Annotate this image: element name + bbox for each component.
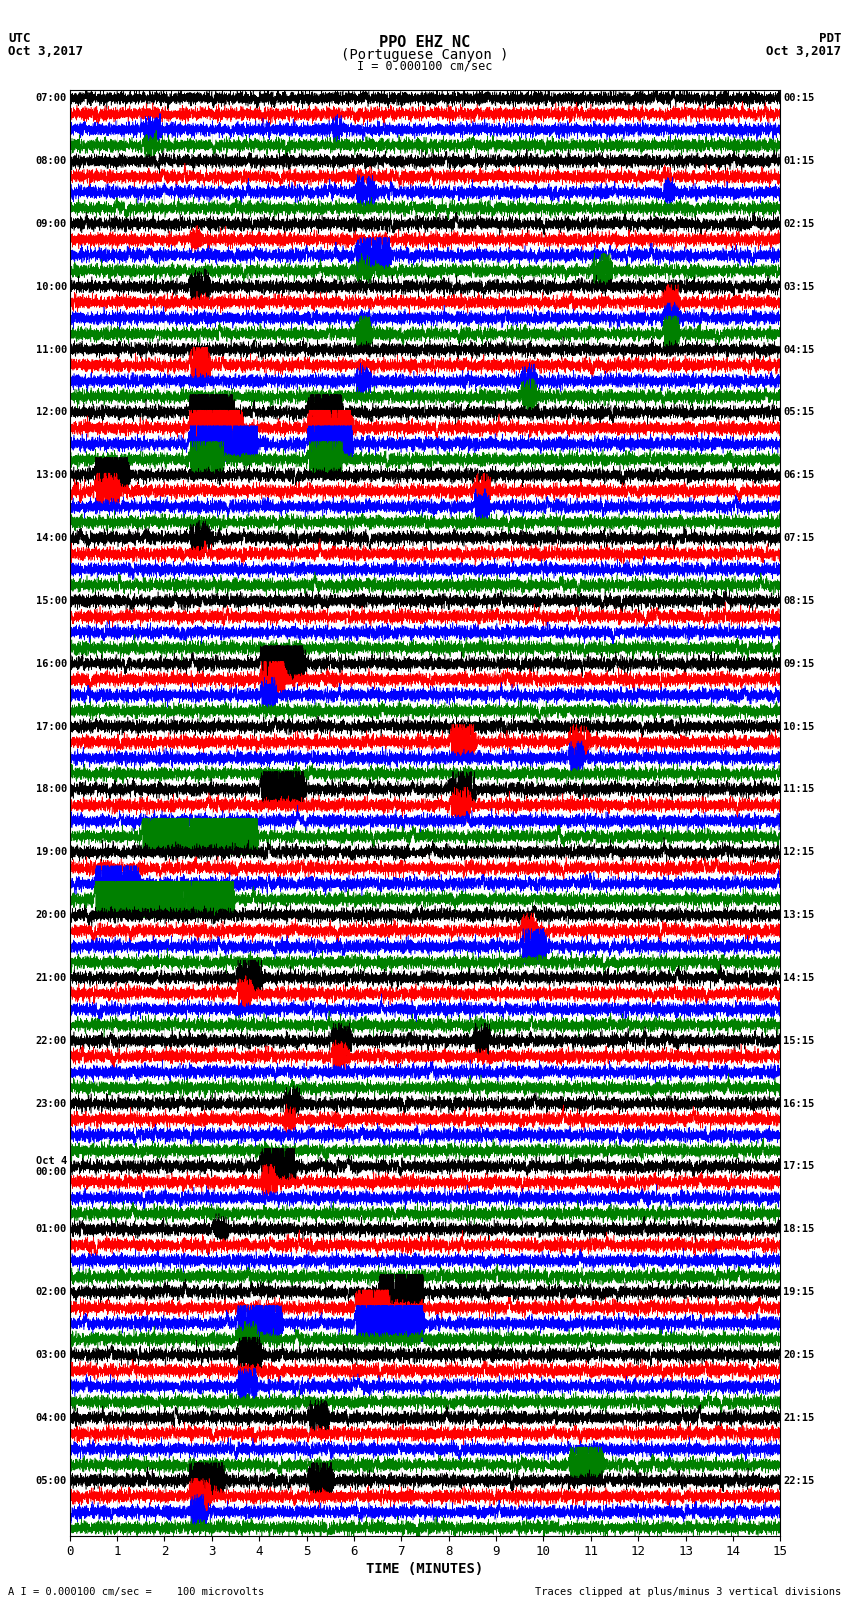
Text: 10:15: 10:15: [783, 721, 814, 732]
Text: 09:15: 09:15: [783, 658, 814, 669]
Text: 21:15: 21:15: [783, 1413, 814, 1423]
Text: 22:00: 22:00: [36, 1036, 67, 1045]
Text: 03:15: 03:15: [783, 282, 814, 292]
Text: 02:00: 02:00: [36, 1287, 67, 1297]
Text: PPO EHZ NC: PPO EHZ NC: [379, 35, 471, 50]
Text: 17:00: 17:00: [36, 721, 67, 732]
Text: 20:15: 20:15: [783, 1350, 814, 1360]
Text: 07:00: 07:00: [36, 94, 67, 103]
Text: UTC: UTC: [8, 32, 31, 45]
Text: Oct 3,2017: Oct 3,2017: [767, 45, 842, 58]
Text: 19:15: 19:15: [783, 1287, 814, 1297]
Text: A I = 0.000100 cm/sec =    100 microvolts: A I = 0.000100 cm/sec = 100 microvolts: [8, 1587, 264, 1597]
Text: 10:00: 10:00: [36, 282, 67, 292]
Text: 15:15: 15:15: [783, 1036, 814, 1045]
Text: 02:15: 02:15: [783, 219, 814, 229]
Text: 01:00: 01:00: [36, 1224, 67, 1234]
Text: Traces clipped at plus/minus 3 vertical divisions: Traces clipped at plus/minus 3 vertical …: [536, 1587, 842, 1597]
Text: 05:00: 05:00: [36, 1476, 67, 1486]
Text: 14:00: 14:00: [36, 532, 67, 544]
Text: 19:00: 19:00: [36, 847, 67, 857]
Text: 07:15: 07:15: [783, 532, 814, 544]
Text: Oct 3,2017: Oct 3,2017: [8, 45, 83, 58]
Text: 14:15: 14:15: [783, 973, 814, 982]
Text: 16:15: 16:15: [783, 1098, 814, 1108]
Text: 18:00: 18:00: [36, 784, 67, 794]
Text: 13:15: 13:15: [783, 910, 814, 919]
Text: Oct 4
00:00: Oct 4 00:00: [36, 1155, 67, 1177]
Text: 23:00: 23:00: [36, 1098, 67, 1108]
Text: PDT: PDT: [819, 32, 842, 45]
Text: 06:15: 06:15: [783, 471, 814, 481]
Text: 13:00: 13:00: [36, 471, 67, 481]
Text: 00:15: 00:15: [783, 94, 814, 103]
Text: I = 0.000100 cm/sec: I = 0.000100 cm/sec: [357, 60, 493, 73]
Text: 17:15: 17:15: [783, 1161, 814, 1171]
Text: 12:00: 12:00: [36, 408, 67, 418]
Text: (Portuguese Canyon ): (Portuguese Canyon ): [341, 48, 509, 63]
Text: 03:00: 03:00: [36, 1350, 67, 1360]
Text: 11:15: 11:15: [783, 784, 814, 794]
Text: 05:15: 05:15: [783, 408, 814, 418]
Text: 08:00: 08:00: [36, 156, 67, 166]
Text: 04:00: 04:00: [36, 1413, 67, 1423]
Text: 09:00: 09:00: [36, 219, 67, 229]
Text: 20:00: 20:00: [36, 910, 67, 919]
Text: 15:00: 15:00: [36, 595, 67, 606]
Text: 18:15: 18:15: [783, 1224, 814, 1234]
Text: 11:00: 11:00: [36, 345, 67, 355]
Text: 12:15: 12:15: [783, 847, 814, 857]
X-axis label: TIME (MINUTES): TIME (MINUTES): [366, 1563, 484, 1576]
Text: 21:00: 21:00: [36, 973, 67, 982]
Text: 22:15: 22:15: [783, 1476, 814, 1486]
Text: 08:15: 08:15: [783, 595, 814, 606]
Text: 16:00: 16:00: [36, 658, 67, 669]
Text: 01:15: 01:15: [783, 156, 814, 166]
Text: 04:15: 04:15: [783, 345, 814, 355]
